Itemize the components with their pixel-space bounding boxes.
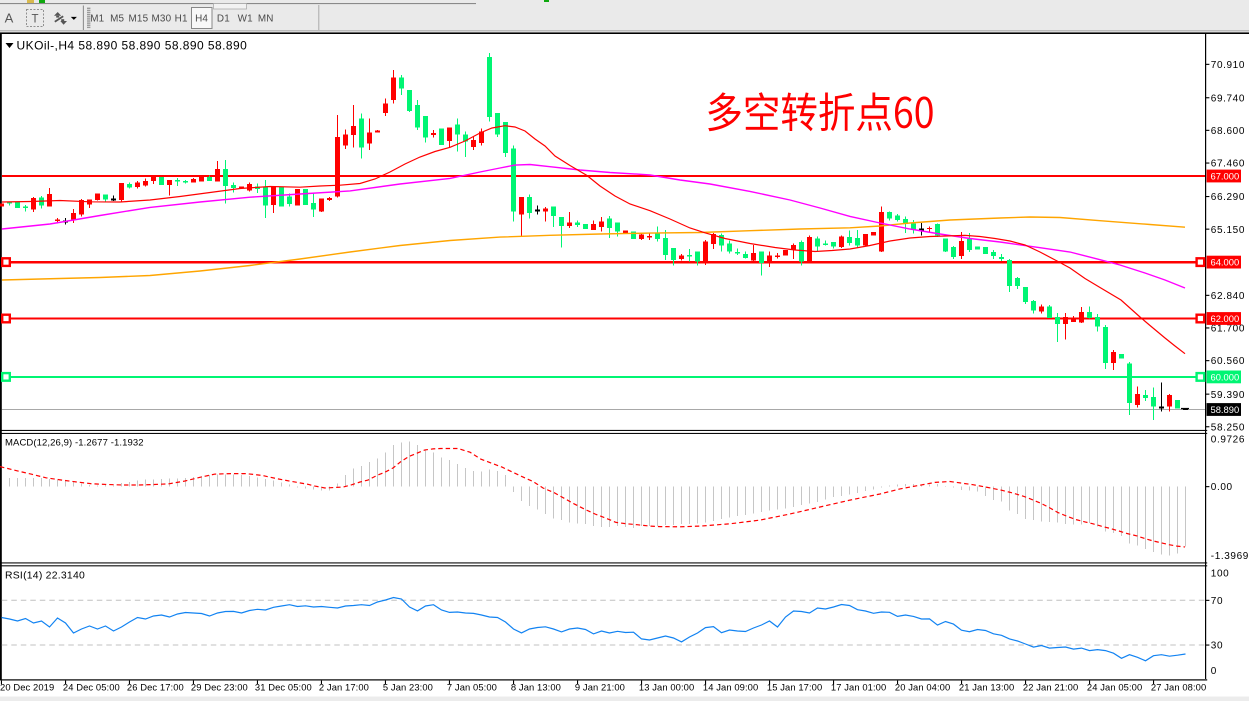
svg-text:24 Jan 05:00: 24 Jan 05:00 <box>1087 682 1142 693</box>
svg-text:RSI(14) 22.3140: RSI(14) 22.3140 <box>5 570 85 581</box>
svg-text:20 Dec 2019: 20 Dec 2019 <box>0 682 54 693</box>
svg-text:9 Jan 21:00: 9 Jan 21:00 <box>575 682 625 693</box>
svg-text:58.890: 58.890 <box>1211 404 1240 415</box>
svg-text:62.840: 62.840 <box>1211 291 1245 302</box>
svg-text:H1: H1 <box>175 14 188 25</box>
svg-text:M1: M1 <box>90 14 104 25</box>
svg-text:7 Jan 05:00: 7 Jan 05:00 <box>447 682 497 693</box>
svg-text:65.150: 65.150 <box>1211 225 1245 236</box>
svg-text:13 Jan 00:00: 13 Jan 00:00 <box>639 682 694 693</box>
svg-text:26 Dec 17:00: 26 Dec 17:00 <box>127 682 184 693</box>
svg-text:64.000: 64.000 <box>1211 257 1240 268</box>
svg-text:27 Jan 08:00: 27 Jan 08:00 <box>1151 682 1206 693</box>
svg-text:M15: M15 <box>128 14 148 25</box>
svg-text:MN: MN <box>258 14 274 25</box>
svg-text:100: 100 <box>1211 569 1230 580</box>
svg-text:D1: D1 <box>217 14 230 25</box>
svg-text:21 Jan 13:00: 21 Jan 13:00 <box>959 682 1014 693</box>
svg-text:15 Jan 17:00: 15 Jan 17:00 <box>767 682 822 693</box>
svg-text:T: T <box>31 14 38 26</box>
svg-text:14 Jan 09:00: 14 Jan 09:00 <box>703 682 758 693</box>
svg-text:58.250: 58.250 <box>1211 422 1245 433</box>
svg-text:61.700: 61.700 <box>1211 324 1245 335</box>
svg-text:A: A <box>5 11 14 26</box>
svg-text:5 Jan 23:00: 5 Jan 23:00 <box>383 682 433 693</box>
svg-text:W1: W1 <box>238 14 254 25</box>
svg-text:68.600: 68.600 <box>1211 126 1245 137</box>
svg-text:70: 70 <box>1211 596 1223 607</box>
svg-text:0.9726: 0.9726 <box>1211 435 1245 446</box>
svg-text:62.000: 62.000 <box>1211 313 1240 324</box>
svg-text:22 Jan 21:00: 22 Jan 21:00 <box>1023 682 1078 693</box>
svg-text:M30: M30 <box>151 14 171 25</box>
svg-text:60.000: 60.000 <box>1211 372 1240 383</box>
svg-text:24 Dec 05:00: 24 Dec 05:00 <box>63 682 120 693</box>
svg-text:59.390: 59.390 <box>1211 390 1245 401</box>
svg-text:66.290: 66.290 <box>1211 192 1245 203</box>
svg-text:69.740: 69.740 <box>1211 93 1245 104</box>
svg-text:70.910: 70.910 <box>1211 60 1245 71</box>
svg-text:0.00: 0.00 <box>1211 482 1233 493</box>
svg-text:31 Dec 05:00: 31 Dec 05:00 <box>255 682 312 693</box>
svg-text:M5: M5 <box>110 14 124 25</box>
svg-text:20 Jan 04:00: 20 Jan 04:00 <box>895 682 950 693</box>
svg-text:-1.3969: -1.3969 <box>1211 551 1249 562</box>
svg-text:17 Jan 01:00: 17 Jan 01:00 <box>831 682 886 693</box>
svg-text:8 Jan 13:00: 8 Jan 13:00 <box>511 682 561 693</box>
svg-text:30: 30 <box>1211 641 1223 652</box>
svg-text:UKOil-,H4 58.890 58.890 58.89: UKOil-,H4 58.890 58.890 58.890 58.890 <box>17 39 248 53</box>
svg-text:2 Jan 17:00: 2 Jan 17:00 <box>319 682 369 693</box>
svg-text:29 Dec 23:00: 29 Dec 23:00 <box>191 682 248 693</box>
svg-text:67.460: 67.460 <box>1211 159 1245 170</box>
svg-text:MACD(12,26,9) -1.2677 -1.1932: MACD(12,26,9) -1.2677 -1.1932 <box>5 438 144 449</box>
svg-text:60.560: 60.560 <box>1211 356 1245 367</box>
svg-text:67.000: 67.000 <box>1211 171 1240 182</box>
svg-text:0: 0 <box>1211 666 1217 677</box>
svg-text:H4: H4 <box>195 14 208 25</box>
